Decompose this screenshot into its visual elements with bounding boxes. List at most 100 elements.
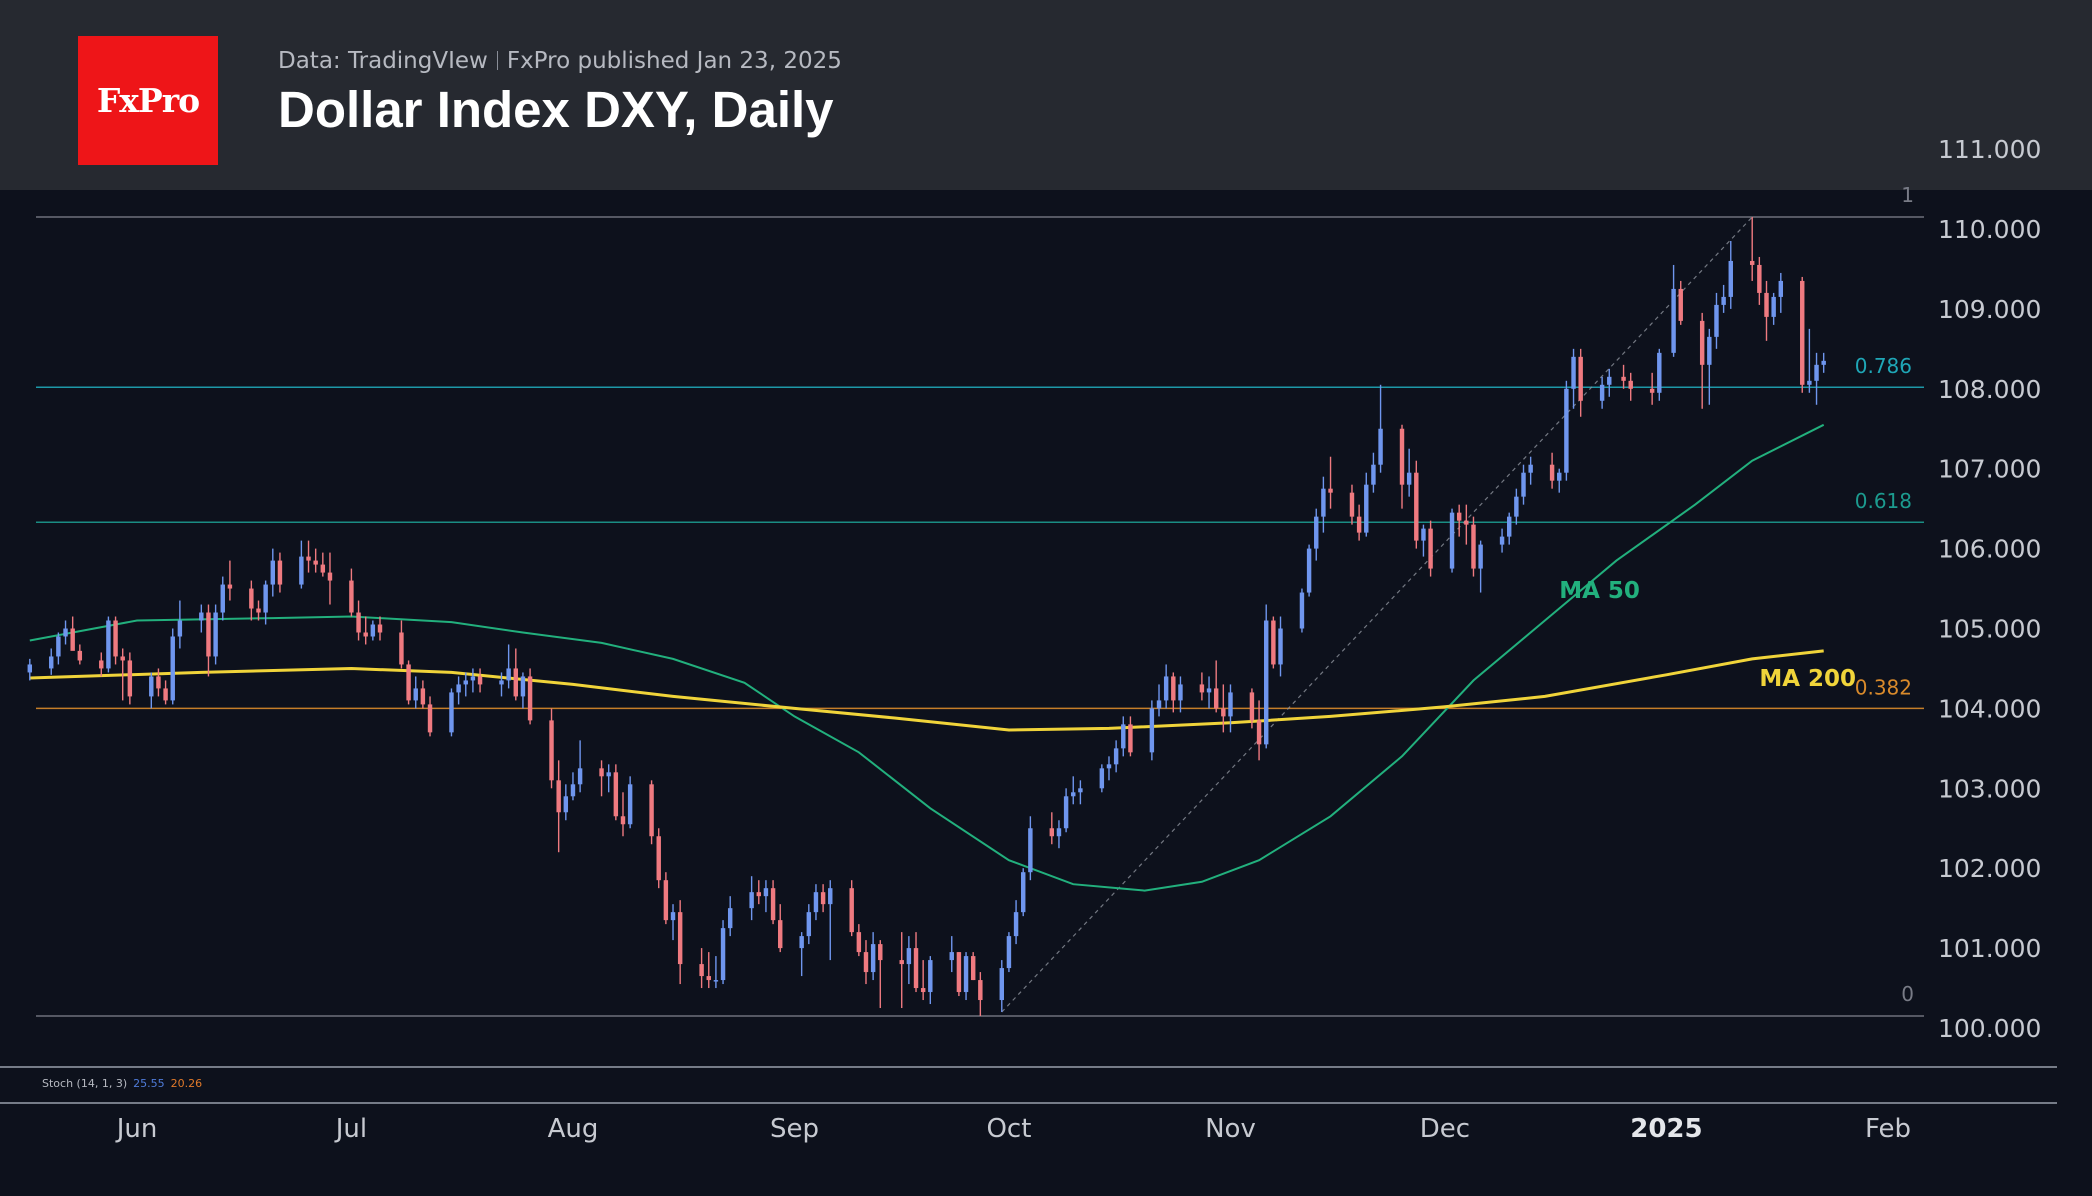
candle	[449, 688, 454, 737]
candle	[920, 960, 926, 1001]
candle	[306, 540, 311, 573]
candle	[149, 672, 154, 709]
candle	[606, 764, 611, 793]
candle-body	[828, 888, 833, 905]
candle-body	[299, 556, 304, 585]
candle-body	[1249, 692, 1255, 721]
time-tick-label: Feb	[1865, 1114, 1911, 1144]
candle	[127, 652, 133, 705]
candle	[499, 672, 504, 697]
candle	[1749, 217, 1755, 281]
candle	[1571, 348, 1576, 409]
candle	[1271, 616, 1276, 669]
candle-body	[1028, 828, 1033, 873]
candle	[113, 616, 118, 665]
candle-body	[556, 780, 561, 813]
candle-body	[1228, 692, 1233, 717]
candle-body	[1121, 724, 1126, 749]
candle-body	[1306, 548, 1312, 593]
candle	[849, 880, 854, 937]
candle	[177, 600, 183, 649]
time-tick-label: Sep	[770, 1114, 819, 1144]
candle	[1506, 512, 1512, 545]
time-tick-label: Nov	[1205, 1114, 1256, 1144]
candle	[70, 616, 75, 651]
candle-body	[1607, 376, 1612, 385]
candle	[156, 668, 161, 697]
fibonacci-levels: 1 0.786 0.618 0.382 0	[36, 183, 1924, 1017]
candle	[656, 828, 661, 889]
candle	[1299, 588, 1305, 633]
candle	[120, 648, 125, 701]
candle-body	[799, 936, 804, 949]
candle-body	[1707, 336, 1712, 365]
candle-body	[206, 612, 211, 657]
candle-body	[863, 952, 869, 973]
candle	[1607, 368, 1612, 397]
candle-body	[1399, 428, 1405, 485]
candle	[1814, 352, 1819, 405]
chart-title: Dollar Index DXY, Daily	[278, 81, 834, 138]
price-tick-label: 111.000	[1938, 135, 2041, 164]
candle-body	[1113, 748, 1119, 765]
candle	[727, 896, 733, 937]
candle	[1228, 684, 1233, 733]
price-tick-label: 109.000	[1938, 295, 2041, 324]
candle	[1221, 684, 1226, 733]
candle	[1528, 456, 1533, 485]
candle	[699, 948, 704, 989]
fib-label-0.786: 0.786	[1855, 354, 1912, 378]
candle	[456, 676, 461, 705]
candle-body	[849, 888, 854, 933]
candle	[1378, 384, 1383, 473]
candle-body	[213, 612, 218, 657]
candle-body	[513, 668, 519, 697]
candle-body	[1749, 260, 1755, 265]
candle-body	[463, 680, 468, 685]
candle-body	[1506, 516, 1512, 537]
candle-body	[920, 988, 926, 993]
candle	[106, 616, 111, 673]
candle-body	[563, 796, 569, 813]
candle-body	[1800, 280, 1805, 385]
candle	[1456, 504, 1462, 537]
candle	[1113, 740, 1119, 773]
candle	[56, 632, 61, 665]
candle-body	[620, 816, 626, 825]
candle	[1478, 540, 1483, 593]
candle-body	[599, 768, 604, 777]
time-axis[interactable]: Jun Jul Aug Sep Oct Nov Dec 2025 Feb	[115, 1114, 1911, 1144]
meta-separator	[496, 51, 498, 70]
candle-body	[420, 688, 426, 705]
candle-body	[970, 956, 976, 981]
candle-body	[156, 676, 161, 689]
candle	[420, 680, 426, 709]
candle	[1049, 812, 1055, 845]
ma-200-line	[29, 649, 1824, 732]
candle-body	[1328, 488, 1333, 493]
candle	[1028, 816, 1033, 881]
candle	[1764, 280, 1769, 341]
candle-body	[1628, 380, 1633, 389]
candle	[1464, 504, 1469, 545]
candle	[706, 952, 711, 989]
candle-body	[1021, 872, 1026, 913]
candle	[863, 940, 869, 985]
candle-body	[506, 668, 511, 681]
candle	[756, 880, 761, 905]
candle-body	[1528, 464, 1533, 473]
candle	[978, 972, 983, 1017]
candle	[1321, 476, 1326, 533]
candle	[1006, 932, 1012, 973]
fib-label-1: 1	[1901, 183, 1914, 207]
candle-body	[63, 628, 68, 637]
price-tick-label: 100.000	[1938, 1014, 2041, 1043]
candle	[1349, 484, 1355, 525]
candle	[899, 932, 904, 1009]
price-axis[interactable]: 111.000 110.000 109.000 108.000 107.000 106.0…	[1938, 135, 2041, 1043]
time-tick-label: Aug	[548, 1114, 599, 1144]
candle	[563, 784, 569, 821]
fib-label-0.618: 0.618	[1855, 489, 1912, 513]
candle-body	[1514, 496, 1519, 517]
